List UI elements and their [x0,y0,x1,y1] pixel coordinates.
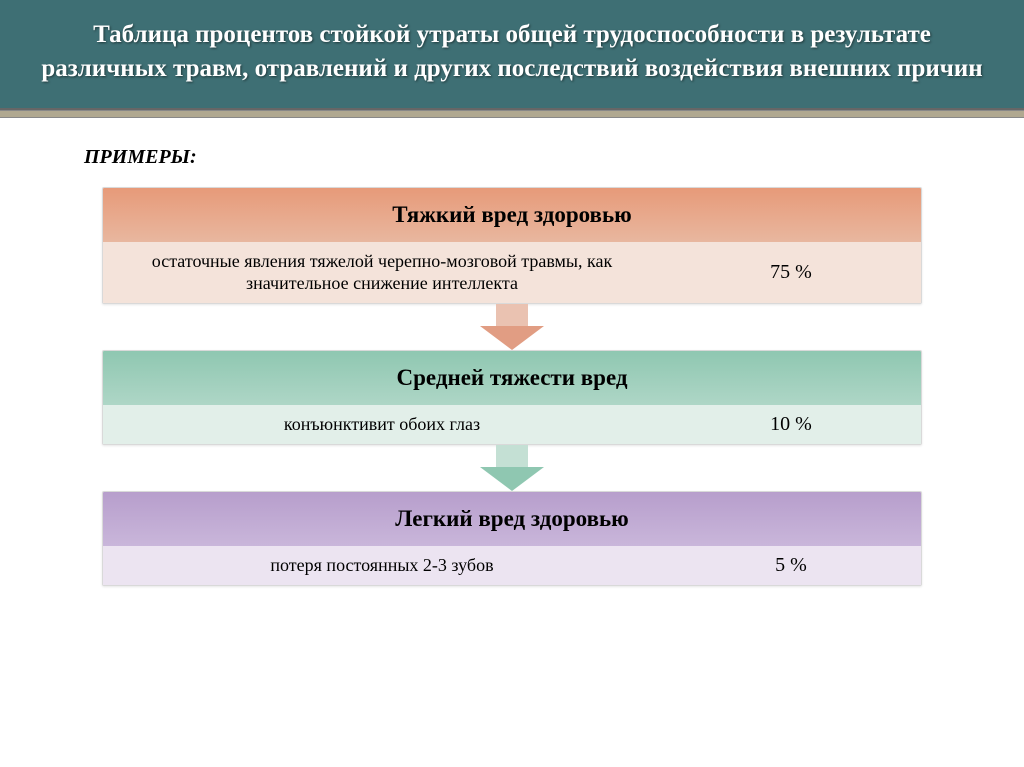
examples-label: ПРИМЕРЫ: [84,146,1024,169]
flow-arrow [102,445,922,491]
severity-block-severe: Тяжкий вред здоровью остаточные явления … [102,187,922,304]
block-percent: 5 % [661,546,921,585]
block-description: конъюнктивит обоих глаз [103,405,661,444]
block-description: остаточные явления тяжелой черепно-мозго… [103,242,661,303]
arrow-down-icon [474,445,550,491]
flow-blocks: Тяжкий вред здоровью остаточные явления … [102,187,922,586]
slide-title: Таблица процентов стойкой утраты общей т… [41,21,982,82]
severity-block-light: Легкий вред здоровью потеря постоянных 2… [102,491,922,586]
block-description: потеря постоянных 2-3 зубов [103,546,661,585]
flow-arrow [102,304,922,350]
block-title: Легкий вред здоровью [103,492,921,546]
block-body: конъюнктивит обоих глаз 10 % [103,405,921,444]
block-title: Тяжкий вред здоровью [103,188,921,242]
slide-header: Таблица процентов стойкой утраты общей т… [0,0,1024,112]
severity-block-medium: Средней тяжести вред конъюнктивит обоих … [102,350,922,445]
block-body: потеря постоянных 2-3 зубов 5 % [103,546,921,585]
arrow-down-icon [474,304,550,350]
block-percent: 75 % [661,242,921,303]
block-body: остаточные явления тяжелой черепно-мозго… [103,242,921,303]
block-percent: 10 % [661,405,921,444]
block-title: Средней тяжести вред [103,351,921,405]
